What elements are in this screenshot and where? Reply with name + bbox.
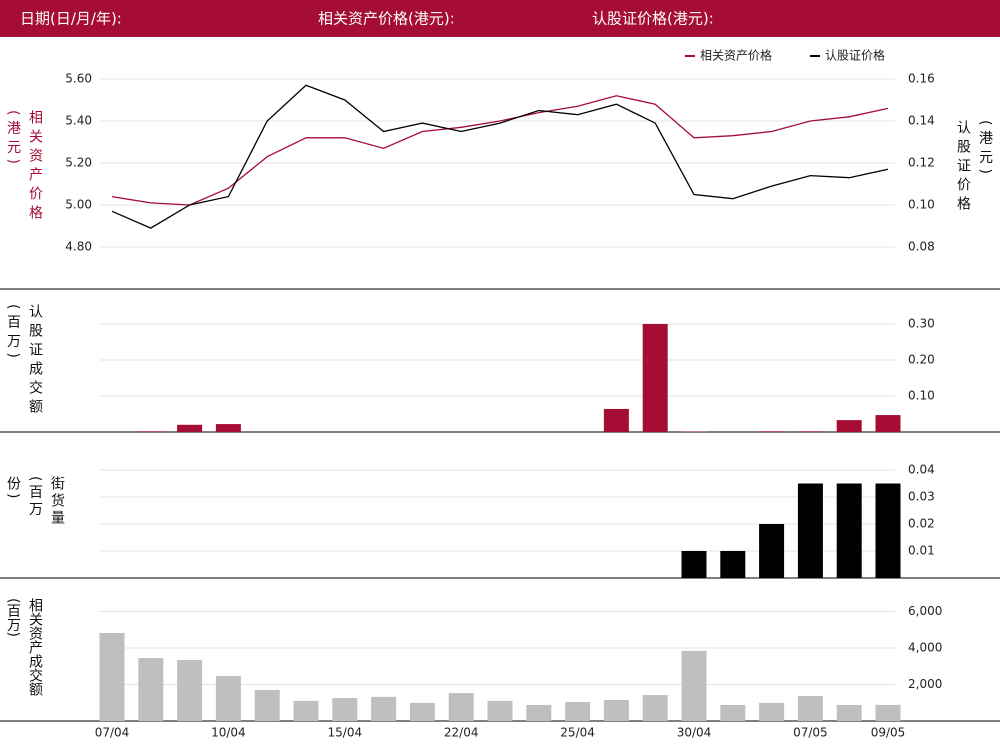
x-tick-label: 07/05 <box>793 726 828 740</box>
bar <box>293 700 319 721</box>
x-tick-label: 10/04 <box>211 726 246 740</box>
legend-label: 认股证价格 <box>825 48 885 63</box>
y-axis-label: 相关资产价格(港元) <box>5 110 43 224</box>
x-tick-label: 25/04 <box>560 726 595 740</box>
y-tick-label: 0.03 <box>908 490 935 504</box>
bar <box>565 702 591 721</box>
bar <box>642 695 668 721</box>
bar <box>409 702 435 721</box>
bar <box>99 633 125 721</box>
y-tick-label: 0.10 <box>908 198 935 212</box>
y-tick-label: 0.20 <box>908 353 935 367</box>
y-tick-label: 0.14 <box>908 114 935 128</box>
y-tick-label: 0.30 <box>908 317 935 331</box>
bar <box>603 700 629 721</box>
x-tick-label: 09/05 <box>871 726 906 740</box>
bar <box>875 483 901 578</box>
y-axis-label: 相关资产成交额(百万) <box>5 598 43 696</box>
bar <box>138 431 164 432</box>
y-tick-label: 2,000 <box>908 677 942 691</box>
y-tick-label: 0.08 <box>908 240 935 254</box>
bar <box>836 704 862 721</box>
bar <box>138 658 164 721</box>
bar <box>177 424 203 432</box>
bar <box>448 693 474 721</box>
bar <box>720 551 746 578</box>
y-tick-label: 0.16 <box>908 72 935 86</box>
y-axis-label: 街货量(百万份) <box>5 476 65 527</box>
y-axis-label: 认股证成交额(百万) <box>5 304 43 418</box>
bar <box>759 431 785 432</box>
bar <box>487 700 513 721</box>
y-tick-label: 0.10 <box>908 389 935 403</box>
x-tick-label: 22/04 <box>444 726 479 740</box>
bar <box>836 420 862 432</box>
bar <box>332 697 358 721</box>
header-bar <box>0 0 1000 37</box>
x-tick-label: 30/04 <box>677 726 712 740</box>
x-tick-label: 07/04 <box>95 726 130 740</box>
bar <box>720 704 746 721</box>
bar <box>371 696 397 721</box>
bar <box>177 660 203 721</box>
bar <box>215 675 241 721</box>
bar <box>875 415 901 432</box>
line-series <box>111 95 889 206</box>
y-tick-label: 4,000 <box>908 640 942 654</box>
bar <box>759 702 785 721</box>
bar <box>797 431 823 432</box>
y-tick-label: 5.40 <box>65 114 92 128</box>
y-tick-label: 5.20 <box>65 156 92 170</box>
x-tick-label: 15/04 <box>328 726 363 740</box>
y-tick-label: 4.80 <box>65 240 92 254</box>
line-series <box>111 84 889 229</box>
legend-label: 相关资产价格 <box>700 48 772 63</box>
y-tick-label: 0.04 <box>908 463 935 477</box>
header-label: 相关资产价格(港元): <box>318 10 455 28</box>
bar <box>836 483 862 578</box>
bar <box>759 524 785 578</box>
bar <box>681 650 707 721</box>
y-tick-label: 5.00 <box>65 198 92 212</box>
bar <box>797 483 823 578</box>
header-label: 认股证价格(港元): <box>592 10 714 28</box>
bar <box>681 551 707 578</box>
y-tick-label: 0.02 <box>908 517 935 531</box>
bar <box>603 408 629 432</box>
bar <box>215 424 241 432</box>
y2-axis-label: 认股证价格(港元) <box>955 120 993 215</box>
y-tick-label: 6,000 <box>908 604 942 618</box>
bar <box>526 704 552 721</box>
bar <box>875 704 901 721</box>
y-tick-label: 5.60 <box>65 72 92 86</box>
y-tick-label: 0.01 <box>908 544 935 558</box>
bar <box>642 324 668 432</box>
bar <box>797 695 823 721</box>
y-tick-label: 0.12 <box>908 156 935 170</box>
bar <box>254 689 280 721</box>
header-label: 日期(日/月/年): <box>20 10 122 28</box>
